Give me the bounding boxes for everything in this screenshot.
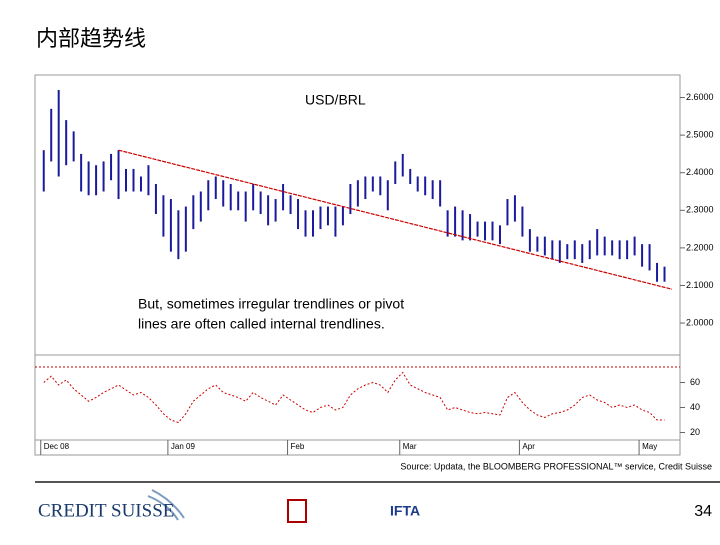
- x-tick-label: Jan 09: [171, 442, 196, 451]
- x-tick-label: Feb: [291, 442, 305, 451]
- rsi-line: [43, 371, 665, 424]
- y-tick-label: 2.6000: [686, 92, 714, 102]
- chart-frame: [34, 74, 681, 456]
- chart-label: USD/BRL: [305, 92, 366, 108]
- annotation: lines are often called internal trendlin…: [138, 316, 385, 332]
- y-tick-label: 2.0000: [686, 317, 714, 327]
- x-tick-label: Mar: [403, 442, 417, 451]
- y-tick-label: 2.2000: [686, 242, 714, 252]
- y-tick-label: 2.4000: [686, 167, 714, 177]
- source-note: Source: Updata, the BLOOMBERG PROFESSION…: [400, 461, 712, 471]
- page-number: 34: [694, 503, 712, 520]
- logo-text: CREDIT SUISSE: [38, 500, 174, 521]
- x-tick-label: Dec 08: [44, 442, 70, 451]
- rsi-tick-label: 20: [690, 427, 700, 437]
- x-tick-label: Apr: [522, 442, 535, 451]
- annotation: But, sometimes irregular trendlines or p…: [138, 296, 404, 312]
- rsi-tick-label: 40: [690, 402, 700, 412]
- rsi-tick-label: 60: [690, 377, 700, 387]
- slide-title: 内部趋势线: [36, 26, 146, 51]
- y-tick-label: 2.3000: [686, 205, 714, 215]
- y-tick-label: 2.1000: [686, 280, 714, 290]
- trendline: [118, 149, 673, 290]
- y-tick-label: 2.5000: [686, 130, 714, 140]
- partner-logo: IFTA: [390, 503, 420, 519]
- partner-mark: [287, 499, 307, 523]
- x-tick-label: May: [642, 442, 657, 451]
- logo-sails: [147, 489, 185, 521]
